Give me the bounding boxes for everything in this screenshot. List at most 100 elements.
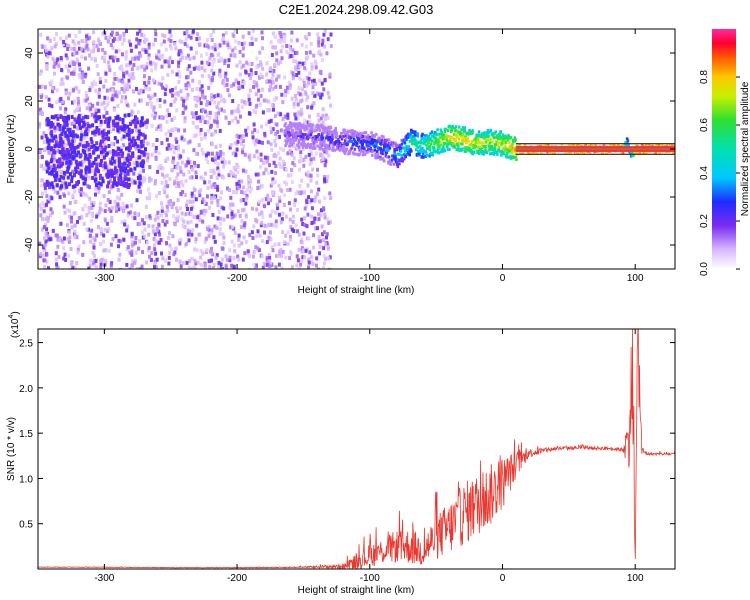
spectrogram-noise-mark	[189, 35, 193, 40]
spectrogram-ridge-mark	[331, 131, 334, 135]
spectrogram-noise-mark	[311, 103, 314, 108]
spectrogram-noise-mark	[140, 64, 144, 69]
spectrogram-noise-mark	[128, 267, 132, 269]
spectrogram-noise-mark	[163, 222, 167, 227]
spectrogram-noise-mark	[125, 70, 129, 75]
spectrogram-noise-mark	[300, 237, 304, 242]
spectrogram-noise-mark	[131, 153, 135, 158]
spectrogram-noise-mark	[135, 128, 138, 133]
spectrogram-noise-mark	[210, 97, 214, 102]
spectrogram-noise-mark	[91, 123, 95, 128]
spectrogram-noise-mark	[306, 120, 310, 125]
spectrogram-noise-mark	[165, 157, 169, 162]
spectrogram-noise-mark	[182, 172, 186, 177]
spectrogram-ridge-mark	[418, 152, 421, 156]
spectrogram-noise-mark	[219, 154, 222, 158]
spectrogram-noise-mark	[121, 166, 125, 171]
spectrogram-noise-mark	[322, 206, 326, 211]
spectrogram-noise-mark	[120, 145, 124, 150]
spectrogram-ridge-mark	[289, 121, 293, 125]
spectrogram-noise-mark	[102, 239, 106, 244]
spectrogram-noise-mark	[113, 55, 117, 60]
spectrogram-noise-mark	[192, 265, 196, 269]
spectrogram-noise-mark	[325, 51, 329, 56]
spectrogram-ridge-mark	[407, 148, 411, 152]
spectrogram-noise-mark	[177, 79, 181, 84]
spectrogram-noise-mark	[203, 68, 207, 73]
snr-series	[38, 329, 675, 569]
spectrogram-ridge-mark	[304, 133, 307, 136]
spectrogram-noise-mark	[103, 209, 107, 214]
spectrogram-noise-mark	[98, 201, 102, 206]
spectrogram-ridge-mark	[317, 133, 321, 136]
spectrogram-noise-mark	[83, 74, 87, 79]
spectrogram-noise-mark	[309, 147, 313, 152]
spectrogram-ridge-mark	[438, 136, 442, 140]
spectrogram-ridge-mark	[483, 131, 486, 135]
spectrogram-noise-mark	[89, 239, 92, 244]
spectrogram-noise-mark	[236, 165, 240, 169]
spectrogram-ridge-mark	[473, 142, 477, 146]
spectrogram-noise-mark	[201, 197, 205, 202]
spectrogram-noise-mark	[292, 214, 295, 219]
spectrogram-noise-mark	[71, 265, 75, 269]
spectrogram-noise-mark	[313, 226, 317, 231]
spectrogram-noise-mark	[113, 162, 117, 167]
spectrogram-noise-mark	[253, 142, 257, 147]
spectrogram-noise-mark	[167, 143, 171, 148]
spectrogram-noise-mark	[200, 210, 203, 215]
spectrogram-ridge-mark	[298, 124, 302, 128]
spectrogram-ridge-mark	[469, 142, 473, 146]
spectrogram-noise-mark	[240, 219, 244, 224]
spectrogram-noise-mark	[67, 155, 71, 160]
spectrogram-noise-mark	[227, 173, 231, 178]
spectrogram-noise-mark	[176, 181, 180, 185]
spectrogram-noise-mark	[147, 56, 151, 61]
spectrogram-ridge-mark	[294, 126, 298, 130]
spectrogram-noise-mark	[137, 133, 141, 138]
spectrogram-noise-mark	[60, 132, 64, 137]
spectrogram-ridge-mark	[428, 146, 431, 150]
spectrogram-noise-mark	[95, 115, 99, 120]
spectrogram-noise-mark	[268, 264, 272, 269]
spectrogram-noise-mark	[186, 220, 190, 225]
spectrogram-noise-mark	[194, 111, 198, 116]
spectrogram-ridge-mark	[631, 151, 634, 154]
spectrogram-noise-mark	[87, 159, 91, 164]
spectrogram-noise-mark	[143, 120, 146, 125]
spectrogram-ridge-mark	[408, 139, 411, 143]
spectrogram-noise-mark	[289, 173, 293, 178]
spectrogram-ridge-mark	[449, 125, 452, 129]
spectrogram-noise-mark	[68, 120, 71, 125]
spectrogram-noise-mark	[154, 251, 158, 256]
spectrogram-noise-mark	[126, 245, 130, 250]
spectrogram-noise-mark	[312, 220, 316, 225]
spectrogram-noise-mark	[195, 37, 199, 41]
spectrogram-noise-mark	[317, 267, 320, 269]
spectrogram-noise-mark	[293, 163, 297, 168]
spectrogram-ridge-mark	[382, 135, 385, 139]
spectrogram-noise-mark	[102, 194, 106, 198]
spectrogram-noise-mark	[213, 184, 217, 188]
spectrogram-noise-mark	[297, 110, 301, 115]
spectrogram-noise-mark	[79, 125, 82, 130]
spectrogram-noise-mark	[49, 237, 53, 242]
spectrogram-ridge-mark	[406, 147, 409, 151]
spectrogram-noise-mark	[216, 45, 220, 50]
spectrogram-noise-mark	[48, 196, 51, 201]
spectrogram-noise-mark	[137, 246, 141, 251]
spectrogram-noise-mark	[117, 78, 121, 83]
spectrogram-noise-mark	[163, 190, 167, 195]
spectrogram-noise-mark	[104, 152, 108, 157]
spectrogram-noise-mark	[55, 143, 59, 148]
spectrogram-noise-mark	[123, 113, 127, 118]
spectrogram-ridge-mark	[352, 137, 356, 141]
y-tick-label: 2.0	[19, 384, 33, 395]
spectrogram-noise-mark	[154, 214, 158, 218]
spectrogram-noise-mark	[213, 157, 217, 162]
spectrogram-noise-mark	[126, 171, 130, 176]
spectrogram-noise-mark	[59, 137, 63, 142]
spectrogram-noise-mark	[206, 38, 210, 42]
spectrogram-noise-mark	[307, 257, 311, 262]
spectrogram-noise-mark	[75, 182, 79, 187]
